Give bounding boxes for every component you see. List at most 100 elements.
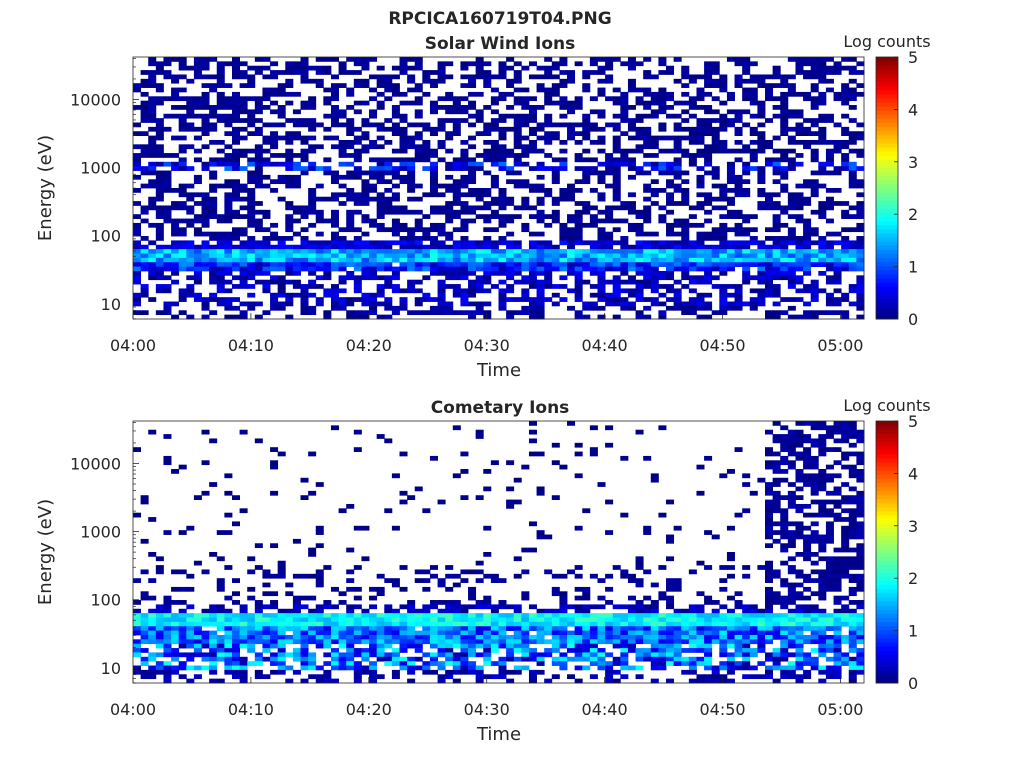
spectrogram-cell (734, 591, 743, 597)
spectrogram-cell (201, 205, 210, 211)
spectrogram-cell (285, 266, 294, 272)
spectrogram-cell (460, 630, 469, 636)
spectrogram-cell (612, 249, 621, 254)
spectrogram-cell (742, 170, 751, 176)
spectrogram-cell (300, 643, 309, 649)
spectrogram-cell (749, 87, 758, 93)
spectrogram-cell (559, 617, 568, 623)
spectrogram-cell (186, 144, 195, 150)
spectrogram-cell (742, 61, 751, 67)
spectrogram-cell (338, 617, 347, 623)
spectrogram-cell (391, 648, 400, 653)
spectrogram-cell (643, 113, 652, 119)
spectrogram-cell (574, 222, 583, 228)
spectrogram-cell (589, 604, 598, 610)
spectrogram-cell (429, 652, 438, 658)
spectrogram-cell (833, 122, 842, 128)
spectrogram-cell (719, 236, 728, 241)
spectrogram-cell (856, 209, 865, 215)
spectrogram-cell (825, 525, 834, 531)
spectrogram-cell (688, 648, 697, 653)
spectrogram-cell (346, 297, 355, 302)
spectrogram-cell (353, 525, 362, 531)
spectrogram-cell (551, 249, 560, 254)
spectrogram-cell (133, 253, 142, 259)
spectrogram-cell (148, 144, 157, 150)
spectrogram-cell (612, 148, 621, 154)
spectrogram-cell (780, 508, 789, 514)
spectrogram-cell (719, 113, 728, 119)
spectrogram-cell (627, 148, 636, 154)
spectrogram-cell (818, 249, 827, 254)
spectrogram-cell (285, 201, 294, 206)
spectrogram-cell (742, 231, 751, 237)
spectrogram-cell (201, 569, 210, 575)
spectrogram-cell (490, 257, 499, 263)
spectrogram-cell (521, 100, 530, 106)
spectrogram-cell (224, 161, 233, 167)
spectrogram-cell (749, 148, 758, 154)
spectrogram-cell (498, 604, 507, 610)
spectrogram-cell (544, 135, 553, 141)
spectrogram-cell (300, 236, 309, 241)
spectrogram-cell (148, 161, 157, 167)
spectrogram-cell (848, 608, 857, 614)
spectrogram-cell (567, 227, 576, 233)
colorbar-segment (876, 310, 898, 316)
spectrogram-cell (536, 621, 545, 627)
spectrogram-cell (140, 91, 149, 97)
spectrogram-cell (277, 135, 286, 141)
spectrogram-cell (445, 244, 454, 250)
spectrogram-cell (498, 240, 507, 246)
spectrogram-cell (216, 157, 225, 163)
spectrogram-cell (483, 604, 492, 610)
spectrogram-cell (635, 314, 644, 320)
spectrogram-cell (521, 626, 530, 631)
spectrogram-cell (422, 227, 431, 233)
spectrogram-cell (658, 257, 667, 263)
spectrogram-cell (292, 262, 301, 267)
spectrogram-cell (407, 617, 416, 623)
spectrogram-cell (155, 214, 164, 219)
spectrogram-cell (330, 648, 339, 653)
spectrogram-cell (437, 639, 446, 645)
spectrogram-cell (452, 105, 461, 110)
spectrogram-cell (300, 613, 309, 618)
spectrogram-cell (696, 608, 705, 614)
spectrogram-cell (330, 604, 339, 610)
spectrogram-cell (429, 240, 438, 246)
spectrogram-cell (536, 451, 545, 457)
spectrogram-cell (749, 214, 758, 219)
spectrogram-cell (757, 639, 766, 645)
spectrogram-cell (407, 257, 416, 263)
spectrogram-cell (551, 591, 560, 597)
colorbar-segment (876, 171, 898, 177)
spectrogram-cell (825, 499, 834, 505)
spectrogram-cell (666, 626, 675, 631)
spectrogram-cell (308, 126, 317, 132)
spectrogram-cell (803, 266, 812, 272)
spectrogram-cell (787, 297, 796, 302)
spectrogram-cell (848, 148, 857, 154)
spectrogram-cell (224, 253, 233, 259)
spectrogram-cell (818, 270, 827, 276)
spectrogram-cell (544, 166, 553, 171)
spectrogram-cell (833, 301, 842, 307)
spectrogram-cell (429, 183, 438, 189)
spectrogram-cell (292, 183, 301, 189)
spectrogram-cell (795, 196, 804, 202)
spectrogram-cell (513, 613, 522, 618)
spectrogram-cell (300, 157, 309, 163)
spectrogram-cell (186, 288, 195, 294)
spectrogram-cell (643, 639, 652, 645)
spectrogram-cell (231, 578, 240, 583)
spectrogram-cell (437, 253, 446, 259)
spectrogram-cell (171, 91, 180, 97)
spectrogram-cell (445, 105, 454, 110)
spectrogram-cell (787, 231, 796, 237)
spectrogram-cell (498, 148, 507, 154)
spectrogram-cell (483, 626, 492, 631)
spectrogram-cell (559, 113, 568, 119)
spectrogram-cell (445, 275, 454, 281)
